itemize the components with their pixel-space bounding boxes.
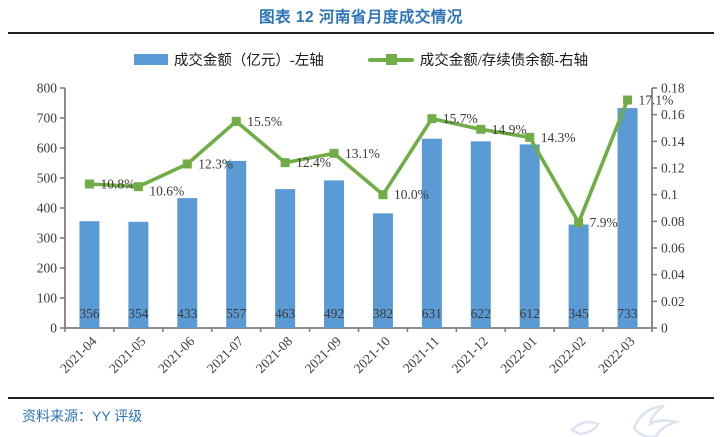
x-category-label: 2021-10 xyxy=(351,333,394,376)
line-square-marker xyxy=(84,179,94,189)
line-point-label: 10.8% xyxy=(100,177,135,192)
left-axis-tick-label: 600 xyxy=(37,141,58,156)
bar-value-label: 612 xyxy=(520,306,540,321)
right-axis-tick-label: 0.12 xyxy=(661,161,685,176)
bar xyxy=(324,180,345,328)
bar-value-label: 433 xyxy=(177,306,198,321)
right-axis-tick-label: 0.06 xyxy=(661,241,685,256)
line-square-marker xyxy=(427,114,437,124)
line-square-marker xyxy=(525,132,535,142)
left-axis-tick-label: 700 xyxy=(37,111,58,126)
line-series-swatch xyxy=(367,54,414,65)
bar-value-label: 622 xyxy=(471,306,491,321)
right-axis-tick-label: 0 xyxy=(661,321,668,336)
line-square-marker xyxy=(280,158,290,168)
right-axis-tick-label: 0.04 xyxy=(661,267,685,282)
line-point-label: 15.7% xyxy=(443,111,478,126)
line-point-label: 10.6% xyxy=(149,184,184,199)
combo-bar-line-chart: 0 100 200 300 400 500 600 700 800 0 0.02 0.04 0.06 0.… xyxy=(37,81,685,376)
ratio-line xyxy=(87,98,630,225)
bar-value-label: 492 xyxy=(324,306,344,321)
line-square-marker xyxy=(623,95,633,105)
x-category-label: 2021-12 xyxy=(448,334,490,376)
x-category-label: 2021-06 xyxy=(155,333,198,376)
line-square-marker xyxy=(378,190,388,200)
bar xyxy=(617,108,638,328)
line-square-marker xyxy=(133,182,143,192)
x-category-label: 2022-02 xyxy=(546,334,588,376)
x-category-label: 2021-05 xyxy=(106,333,149,376)
left-axis-tick-label: 200 xyxy=(37,261,58,276)
bar-value-label: 354 xyxy=(128,306,149,321)
bar-series-swatch xyxy=(133,54,168,65)
bar xyxy=(128,221,149,328)
bar xyxy=(226,160,247,328)
left-axis-tick-label: 100 xyxy=(37,291,58,306)
line-square-marker xyxy=(574,218,584,228)
logo-watermark xyxy=(569,404,681,437)
right-axis-tick-label: 0.14 xyxy=(661,134,685,149)
x-category-label: 2021-07 xyxy=(204,333,247,376)
line-square-marker xyxy=(476,124,486,134)
bar-series-label: 成交金额（亿元）-左轴 xyxy=(173,53,324,69)
right-axis-tick-label: 0.16 xyxy=(661,107,685,122)
bar xyxy=(177,198,198,328)
bar-value-label: 557 xyxy=(226,306,247,321)
line-point-label: 12.3% xyxy=(198,157,233,172)
line-point-label: 14.9% xyxy=(492,122,527,137)
x-category-label: 2021-04 xyxy=(57,333,100,376)
chart-title: 图表 12 河南省月度成交情况 xyxy=(259,9,463,26)
line-square-marker xyxy=(231,116,241,126)
right-axis-tick-label: 0.18 xyxy=(661,81,685,96)
line-point-label: 7.9% xyxy=(590,215,618,230)
x-category-label: 2022-01 xyxy=(497,334,539,376)
bar xyxy=(519,144,540,328)
left-axis-tick-label: 500 xyxy=(37,171,58,186)
bar-value-label: 356 xyxy=(79,306,100,321)
right-axis-tick-label: 0.08 xyxy=(661,214,685,229)
bar-value-label: 631 xyxy=(422,306,442,321)
bottom-divider xyxy=(8,397,714,399)
bar xyxy=(79,221,100,328)
right-axis-tick-label: 0.1 xyxy=(661,187,678,202)
bar xyxy=(421,138,442,328)
legend-item-line-series: 成交金额/存续债余额-右轴 xyxy=(367,49,589,70)
line-point-label: 12.4% xyxy=(296,155,331,170)
source-note: 资料来源：YY 评级 xyxy=(22,408,143,424)
bar-value-label: 463 xyxy=(275,306,296,321)
bar xyxy=(275,189,296,328)
line-square-marker xyxy=(182,159,192,169)
line-point-label: 13.1% xyxy=(345,146,380,161)
bar xyxy=(568,224,589,328)
legend-item-bar-series: 成交金额（亿元）-左轴 xyxy=(133,49,324,70)
x-category-label: 2021-09 xyxy=(302,333,345,376)
line-point-label: 10.0% xyxy=(394,187,429,202)
bar-value-label: 382 xyxy=(373,306,393,321)
line-square-marker xyxy=(329,148,339,158)
top-divider xyxy=(8,32,714,34)
line-point-label: 17.1% xyxy=(639,93,674,108)
line-point-label: 15.5% xyxy=(247,114,282,129)
left-axis-tick-label: 800 xyxy=(37,81,58,96)
line-point-label: 14.3% xyxy=(541,130,576,145)
right-axis-tick-label: 0.02 xyxy=(661,294,685,309)
left-axis-tick-label: 0 xyxy=(50,321,57,336)
line-series-label: 成交金额/存续债余额-右轴 xyxy=(419,53,589,69)
x-category-label: 2021-08 xyxy=(253,333,296,376)
bar-value-label: 733 xyxy=(617,306,638,321)
bar-value-label: 345 xyxy=(569,306,590,321)
chart-legend: 成交金额（亿元）-左轴 成交金额/存续债余额-右轴 xyxy=(0,49,722,70)
line-swatch-square-marker-icon xyxy=(385,54,397,65)
bar xyxy=(372,213,393,328)
x-category-label: 2021-11 xyxy=(400,334,442,376)
bar xyxy=(470,141,491,328)
x-category-label: 2022-03 xyxy=(595,333,638,376)
left-axis-tick-label: 300 xyxy=(37,231,58,246)
left-axis-tick-label: 400 xyxy=(37,201,58,216)
